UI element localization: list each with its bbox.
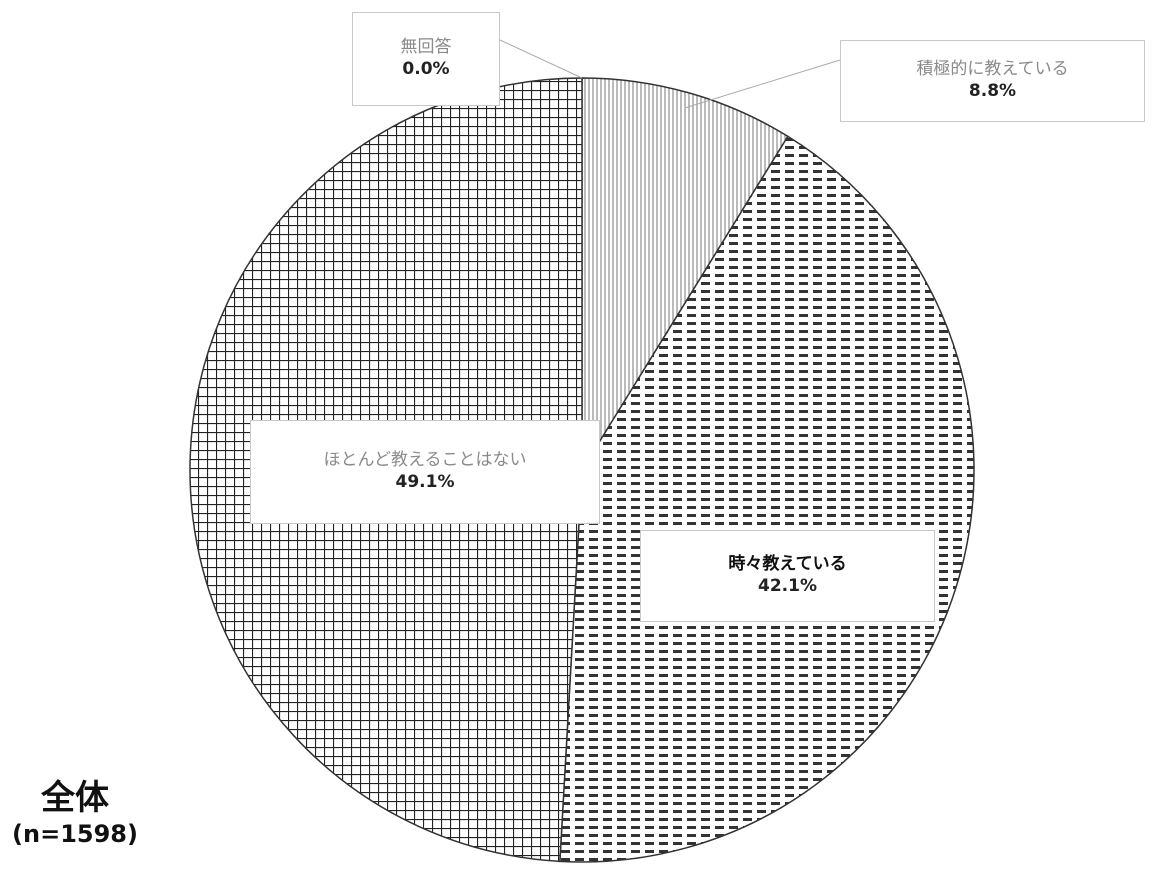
data-label-category: ほとんど教えることはない	[323, 450, 527, 471]
data-label-value: 8.8%	[968, 81, 1017, 102]
data-label-category: 積極的に教えている	[916, 59, 1069, 80]
sample-size: (n=1598)	[12, 819, 138, 848]
group-label: 全体 (n=1598)	[0, 778, 150, 850]
data-label-rarely-teach: ほとんど教えることはない 49.1%	[250, 420, 600, 524]
leader-line-no-answer	[499, 39, 583, 79]
data-label-category: 時々教えている	[728, 554, 847, 575]
data-label-category: 無回答	[400, 37, 452, 58]
group-title: 全体	[41, 778, 109, 818]
data-label-value: 42.1%	[758, 576, 817, 597]
data-label-value: 0.0%	[402, 59, 450, 80]
pie-slice-sometimes-teach	[559, 135, 975, 863]
pie-slice-actively-teach	[581, 77, 789, 473]
leader-line-actively-teach	[684, 59, 841, 109]
data-label-sometimes-teach: 時々教えている 42.1%	[640, 530, 935, 622]
data-label-no-answer: 無回答 0.0%	[352, 12, 500, 106]
data-label-actively-teach: 積極的に教えている 8.8%	[840, 40, 1145, 122]
data-label-value: 49.1%	[395, 472, 455, 493]
